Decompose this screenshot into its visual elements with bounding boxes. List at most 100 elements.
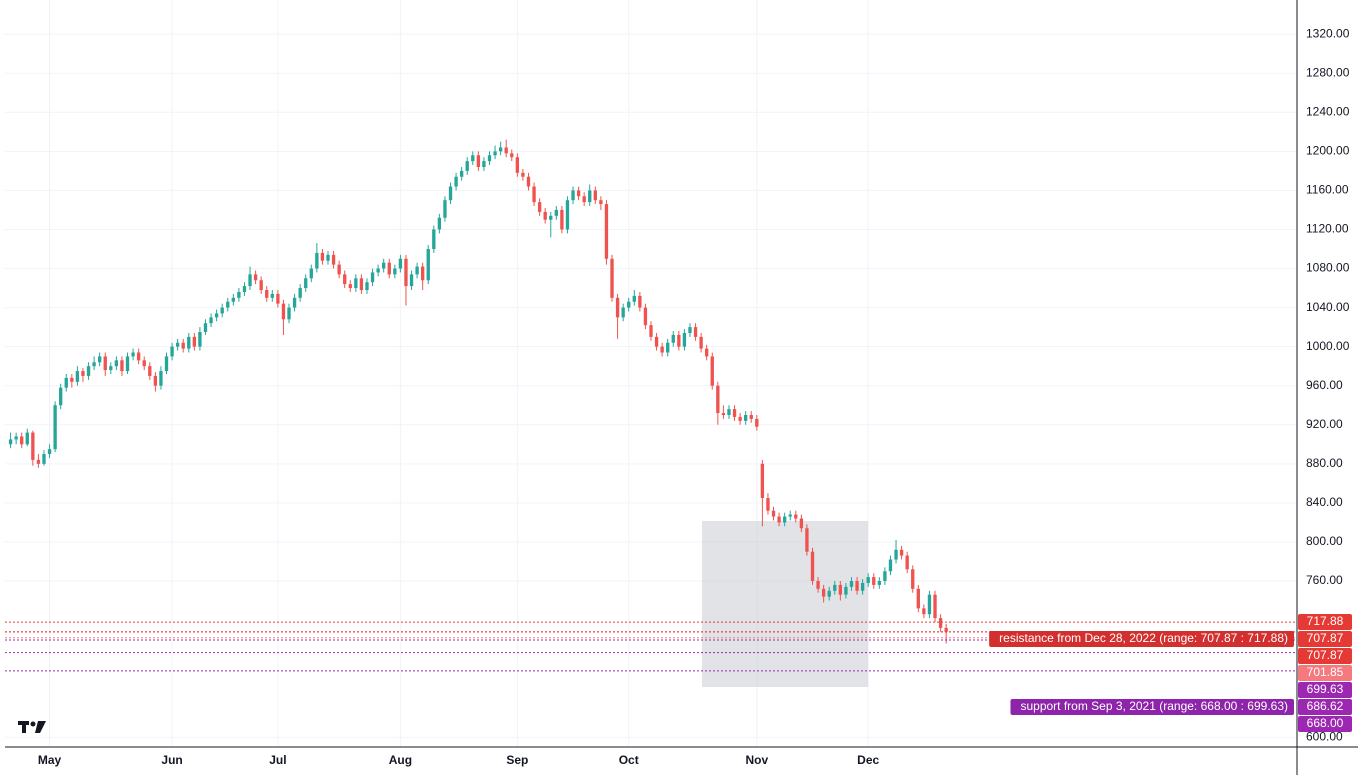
- candle-body: [209, 317, 213, 324]
- candle-body: [92, 362, 96, 367]
- candle-body: [53, 405, 57, 450]
- candle-body: [315, 252, 319, 269]
- candle-body: [276, 293, 280, 304]
- candle-body: [805, 528, 809, 552]
- candle-body: [109, 366, 113, 371]
- candle-body: [265, 290, 269, 298]
- candle-body: [860, 582, 865, 591]
- candle-body: [125, 356, 130, 372]
- candle-body: [404, 258, 408, 287]
- y-tick-label: 1240.00: [1306, 104, 1350, 118]
- candle-body: [777, 516, 781, 523]
- candle-body: [682, 332, 687, 347]
- candle-body: [14, 436, 18, 440]
- y-tick-label: 1320.00: [1306, 26, 1350, 40]
- candle-body: [437, 217, 442, 230]
- candle-body: [821, 588, 826, 597]
- candle-body: [938, 618, 943, 628]
- candle-body: [810, 551, 815, 581]
- candle-body: [610, 258, 614, 298]
- candle-body: [459, 170, 464, 177]
- annotation-text: resistance from Dec 28, 2022 (range: 707…: [999, 631, 1288, 645]
- y-tick-label: 1040.00: [1306, 300, 1350, 314]
- candle-body: [465, 161, 469, 171]
- candle-body: [31, 432, 35, 460]
- candle-body: [760, 463, 765, 498]
- candle-body: [415, 266, 419, 275]
- candle-body: [604, 204, 609, 259]
- candle-body: [498, 147, 503, 152]
- candle-body: [309, 268, 313, 279]
- candle-body: [888, 559, 893, 572]
- candle-body: [231, 297, 235, 302]
- candle-body: [170, 346, 174, 357]
- candle-body: [543, 211, 547, 220]
- candle-body: [86, 366, 91, 376]
- y-tick-label: 1160.00: [1306, 183, 1349, 197]
- candle-body: [688, 327, 692, 333]
- candle-body: [443, 200, 447, 218]
- candle-body: [398, 258, 403, 269]
- candle-body: [348, 284, 352, 289]
- candle-body: [883, 571, 887, 581]
- y-tick-label: 880.00: [1306, 456, 1343, 470]
- level-tag: [1298, 716, 1352, 732]
- annotation-box: [989, 631, 1294, 647]
- candle-body: [237, 291, 241, 298]
- candle-body: [25, 432, 29, 445]
- candle-body: [114, 360, 119, 367]
- photo-overlay: [702, 521, 868, 687]
- candle-body: [654, 336, 659, 347]
- candle-body: [632, 295, 636, 302]
- candle-body: [304, 278, 308, 289]
- candle-body: [376, 268, 380, 273]
- candle-body: [554, 209, 558, 216]
- candle-body: [677, 334, 681, 347]
- candle-body: [782, 516, 787, 523]
- candle-body: [799, 518, 804, 529]
- candle-body: [827, 590, 831, 597]
- candle-body: [36, 459, 41, 464]
- candle-body: [738, 416, 742, 421]
- candle-body: [671, 334, 675, 343]
- candle-body: [454, 176, 458, 187]
- x-tick-label: Sep: [506, 753, 528, 767]
- candle-body: [365, 282, 369, 291]
- candle-body: [471, 155, 475, 162]
- candle-body: [287, 307, 291, 320]
- level-tag: [1298, 631, 1352, 647]
- candle-body: [259, 280, 263, 291]
- candle-body: [75, 371, 80, 382]
- candle-body: [699, 336, 703, 349]
- candle-body: [47, 449, 52, 455]
- candle-body: [148, 366, 152, 376]
- candle-body: [660, 346, 664, 353]
- candle-body: [894, 549, 898, 560]
- candle-body: [521, 172, 525, 177]
- candle-body: [855, 581, 859, 591]
- candle-body: [214, 313, 219, 318]
- candle-body: [721, 413, 726, 415]
- candle-body: [120, 360, 124, 372]
- y-tick-label: 760.00: [1306, 573, 1343, 587]
- candle-body: [627, 301, 631, 308]
- candle-body: [560, 209, 564, 230]
- candle-body: [81, 371, 85, 376]
- candle-body: [749, 415, 753, 419]
- candle-body: [448, 186, 453, 201]
- candle-body: [382, 262, 386, 269]
- candle-body: [944, 627, 948, 632]
- candle-body: [571, 190, 575, 201]
- x-tick-label: Aug: [389, 753, 412, 767]
- level-tag: [1298, 665, 1352, 681]
- y-tick-label: 800.00: [1306, 534, 1343, 548]
- level-label: 707.87: [1307, 648, 1344, 662]
- candle-body: [409, 274, 414, 287]
- y-tick-label: 960.00: [1306, 378, 1343, 392]
- candle-body: [532, 186, 536, 203]
- candle-body: [755, 418, 759, 427]
- candle-body: [621, 307, 625, 318]
- candle-body: [98, 356, 102, 363]
- candle-body: [504, 147, 508, 154]
